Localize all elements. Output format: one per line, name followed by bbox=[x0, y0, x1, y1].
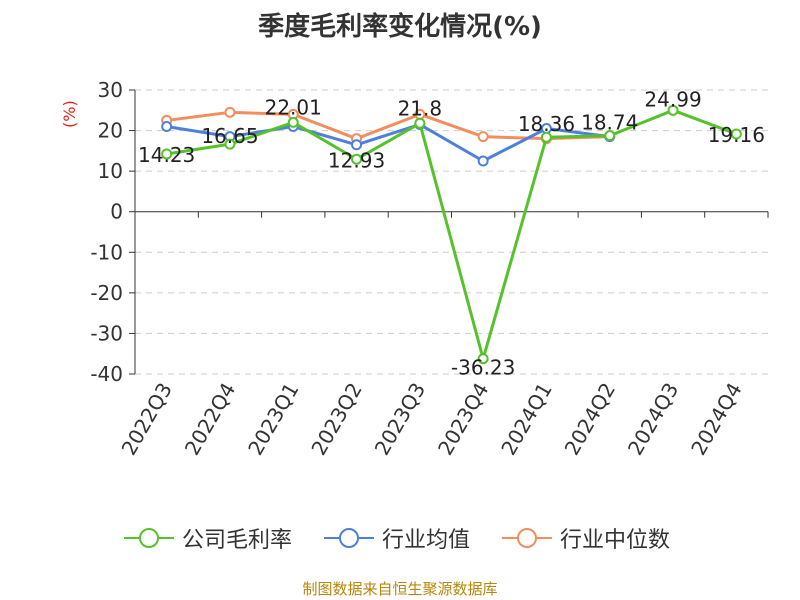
data-point bbox=[224, 106, 236, 118]
series-line bbox=[166, 110, 610, 141]
data-point bbox=[287, 116, 299, 128]
data-point bbox=[540, 131, 552, 143]
data-label: 18.36 bbox=[518, 112, 575, 136]
y-tick-label: -30 bbox=[90, 321, 123, 345]
data-label: 24.99 bbox=[644, 87, 701, 111]
data-label: 22.01 bbox=[265, 95, 322, 119]
data-point bbox=[224, 138, 236, 150]
y-tick-label: 0 bbox=[110, 200, 123, 224]
x-tick-label: 2024Q3 bbox=[623, 379, 683, 460]
series-line bbox=[166, 122, 610, 163]
legend-label: 行业中位数 bbox=[560, 528, 671, 553]
data-point bbox=[161, 121, 173, 133]
x-tick-label: 2024Q1 bbox=[496, 379, 556, 460]
y-tick-label: -10 bbox=[90, 240, 123, 264]
data-label: 14.23 bbox=[138, 143, 195, 167]
x-tick-label: 2023Q4 bbox=[433, 379, 493, 460]
data-label: 16.65 bbox=[201, 124, 258, 148]
data-label: 12.93 bbox=[328, 148, 385, 172]
data-label: -36.23 bbox=[451, 356, 515, 380]
x-tick-label: 2023Q1 bbox=[243, 379, 303, 460]
data-point bbox=[730, 128, 742, 140]
data-point bbox=[604, 130, 616, 142]
data-point bbox=[477, 353, 489, 365]
legend-item-industry-median[interactable]: 行业中位数 bbox=[500, 520, 670, 556]
data-label: 21.8 bbox=[398, 96, 443, 120]
y-tick-label: 20 bbox=[98, 119, 123, 143]
data-point bbox=[351, 139, 363, 151]
chart-title: 季度毛利率变化情况(%) bbox=[258, 12, 542, 42]
data-point bbox=[477, 155, 489, 167]
series-line bbox=[166, 108, 737, 361]
x-tick-label: 2024Q4 bbox=[686, 379, 746, 460]
x-tick-label: 2024Q2 bbox=[560, 379, 620, 460]
legend-label: 公司毛利率 bbox=[182, 528, 293, 553]
data-point bbox=[161, 148, 173, 160]
y-tick-label: -20 bbox=[90, 281, 123, 305]
legend-marker-blue bbox=[324, 528, 374, 548]
legend-item-industry-mean[interactable]: 行业均值 bbox=[322, 520, 470, 556]
x-tick-label: 2022Q4 bbox=[180, 379, 240, 460]
x-tick-label: 2022Q3 bbox=[117, 379, 177, 460]
data-point bbox=[414, 117, 426, 129]
y-tick-label: 10 bbox=[98, 159, 123, 183]
x-tick-label: 2023Q2 bbox=[306, 379, 366, 460]
legend-marker-green bbox=[124, 528, 174, 548]
data-point bbox=[477, 131, 489, 143]
legend-marker-orange bbox=[502, 528, 552, 548]
legend-label: 行业均值 bbox=[382, 528, 471, 553]
data-point bbox=[351, 153, 363, 165]
data-source-note: 制图数据来自恒生聚源数据库 bbox=[302, 580, 498, 598]
x-tick-label: 2023Q3 bbox=[370, 379, 430, 460]
y-tick-label: -40 bbox=[90, 362, 123, 386]
legend-item-company-margin[interactable]: 公司毛利率 bbox=[122, 520, 292, 556]
data-point bbox=[667, 104, 679, 116]
data-label: 18.74 bbox=[581, 111, 638, 135]
y-tick-label: 30 bbox=[98, 78, 123, 102]
data-label: 19.16 bbox=[708, 123, 765, 147]
legend: 公司毛利率 行业均值 行业中位数 bbox=[0, 520, 800, 556]
